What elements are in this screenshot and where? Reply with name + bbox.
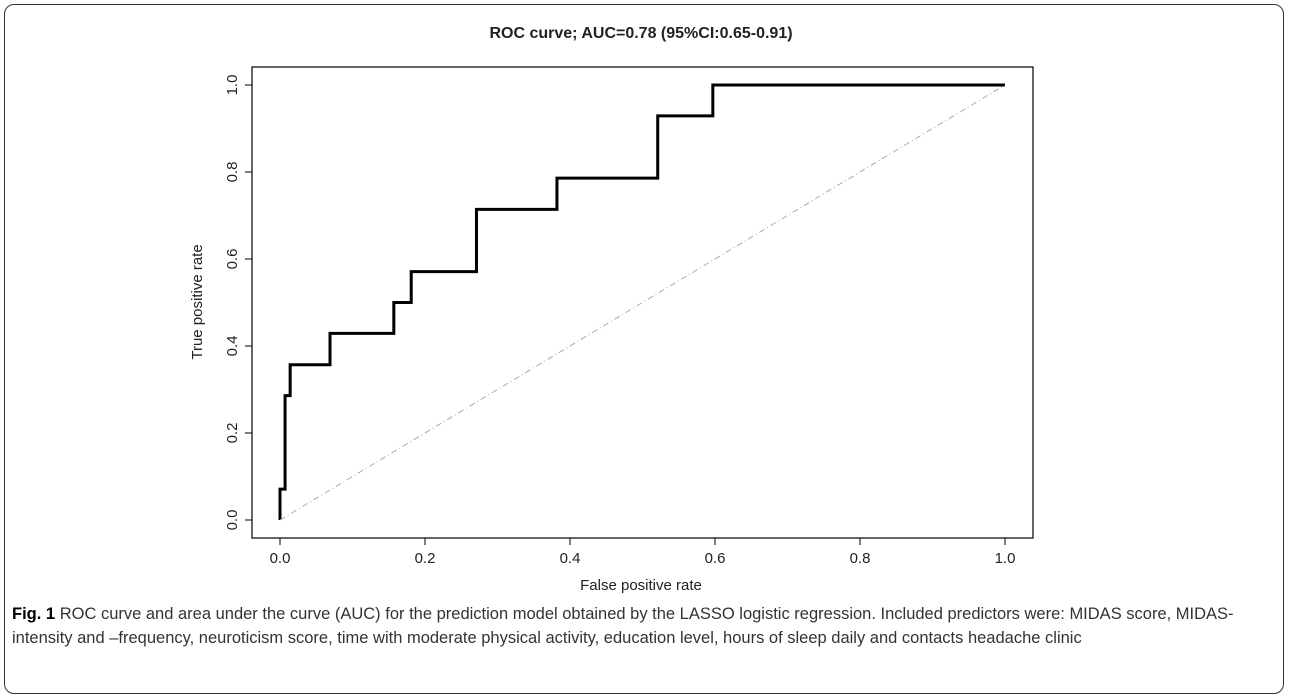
- chart-title: ROC curve; AUC=0.78 (95%CI:0.65-0.91): [489, 25, 792, 42]
- y-axis-label: True positive rate: [189, 244, 206, 359]
- caption-label: Fig. 1: [12, 605, 56, 623]
- y-tick-label: 0.6: [224, 249, 241, 270]
- plot-box: [251, 66, 1034, 539]
- roc-line: [279, 84, 1006, 521]
- roc-line: [278, 83, 1005, 520]
- y-tick-label: 0.4: [224, 336, 241, 357]
- x-axis-label: False positive rate: [580, 577, 702, 594]
- caption-text: ROC curve and area under the curve (AUC)…: [12, 605, 1234, 647]
- x-tick-label: 1.0: [995, 550, 1016, 567]
- x-tick-label: 0.2: [415, 550, 436, 567]
- y-tick-label: 0.8: [224, 162, 241, 183]
- x-tick-label: 0.4: [560, 550, 581, 567]
- y-tick-label: 0.0: [224, 510, 241, 531]
- x-tick-label: 0.6: [705, 550, 726, 567]
- chart: ROC curve; AUC=0.78 (95%CI:0.65-0.91) Fa…: [189, 25, 1034, 594]
- y-tick-label: 0.2: [224, 423, 241, 444]
- y-tick-label: 1.0: [224, 75, 241, 96]
- x-tick-label: 0.8: [850, 550, 871, 567]
- x-tick-label: 0.0: [270, 550, 291, 567]
- caption: Fig. 1 ROC curve and area under the curv…: [12, 602, 1282, 650]
